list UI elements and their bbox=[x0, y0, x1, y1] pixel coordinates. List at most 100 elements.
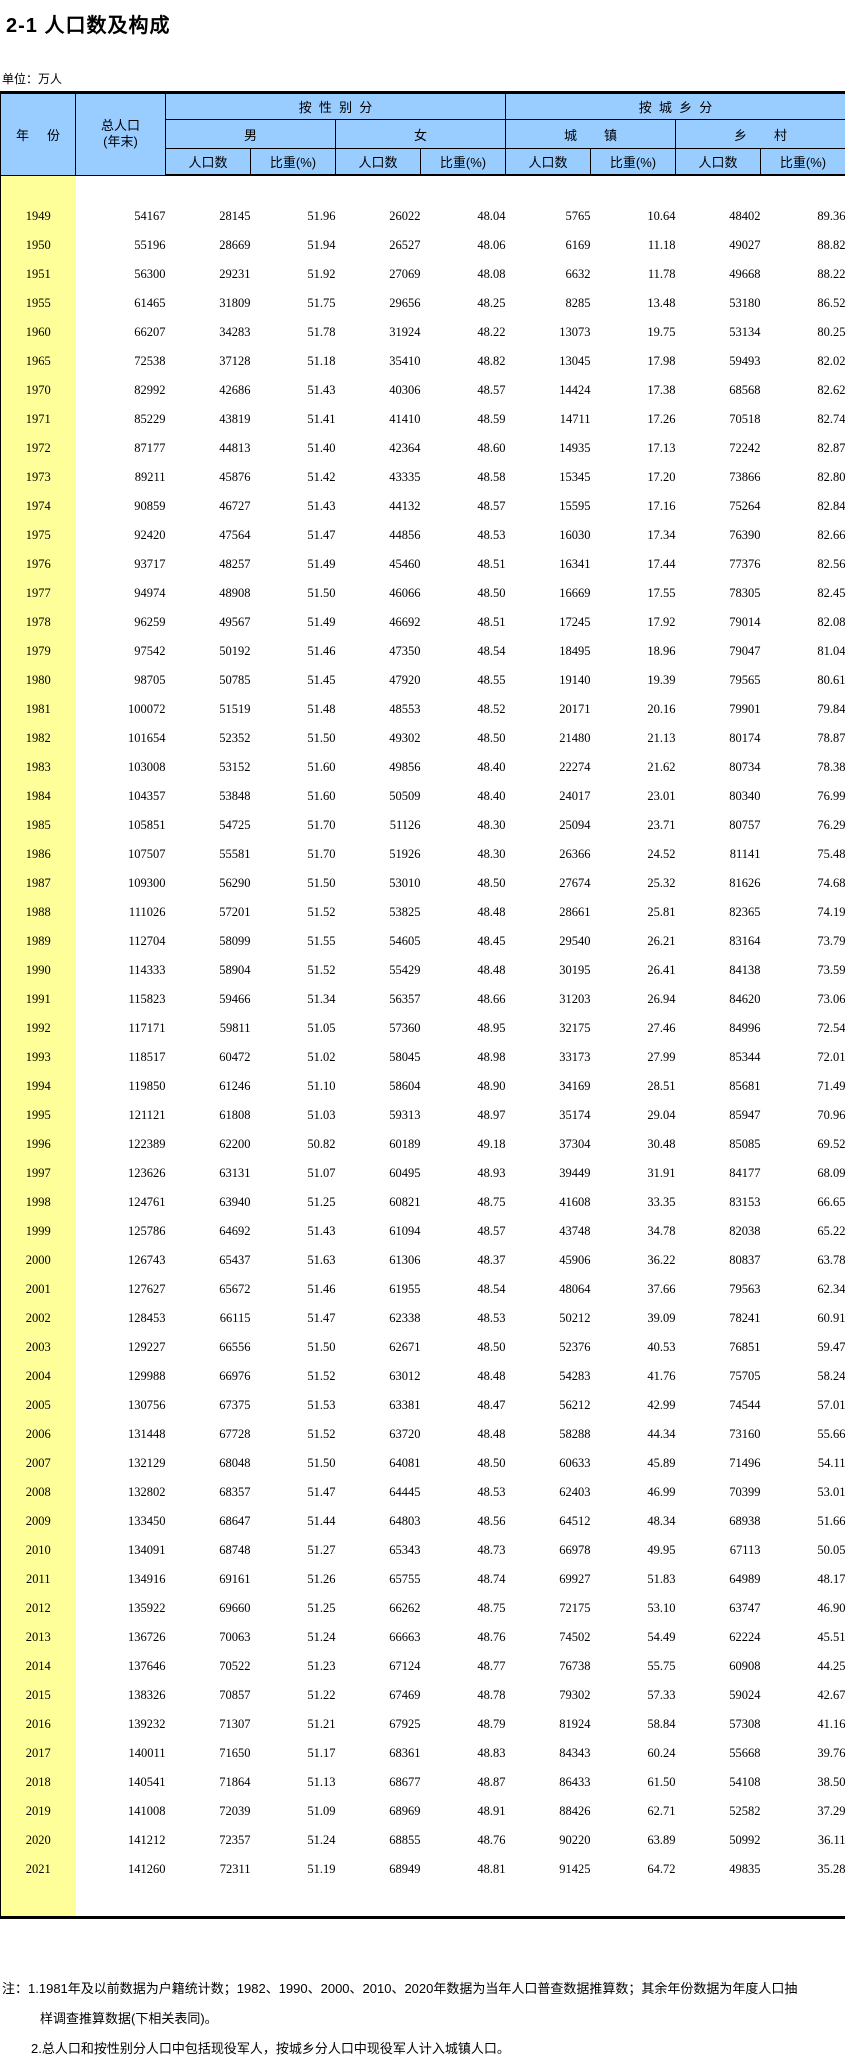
cell-total-pop: 100072 bbox=[76, 695, 166, 724]
cell-year: 1971 bbox=[1, 405, 76, 434]
cell-female-pop: 68361 bbox=[336, 1739, 421, 1768]
cell-year: 1995 bbox=[1, 1101, 76, 1130]
cell-urban-share: 21.62 bbox=[591, 753, 676, 782]
cell-male-share: 51.19 bbox=[251, 1855, 336, 1884]
cell-urban-share: 60.24 bbox=[591, 1739, 676, 1768]
cell-male-pop: 63940 bbox=[166, 1188, 251, 1217]
cell-rural-share: 79.84 bbox=[761, 695, 845, 724]
cell-female-share: 48.57 bbox=[421, 1217, 506, 1246]
cell-total-pop: 96259 bbox=[76, 608, 166, 637]
cell-rural-pop: 83164 bbox=[676, 927, 761, 956]
cell-male-share: 51.52 bbox=[251, 956, 336, 985]
header-female: 女 bbox=[336, 120, 506, 149]
cell-urban-share: 46.99 bbox=[591, 1478, 676, 1507]
cell-urban-share: 62.71 bbox=[591, 1797, 676, 1826]
cell-urban-pop: 20171 bbox=[506, 695, 591, 724]
cell-urban-pop: 26366 bbox=[506, 840, 591, 869]
cell-rural-share: 86.52 bbox=[761, 289, 845, 318]
cell-rural-share: 50.05 bbox=[761, 1536, 845, 1565]
cell-year: 1970 bbox=[1, 376, 76, 405]
footnote-2: 2.总人口和按性别分人口中包括现役军人，按城乡分人口中现役军人计入城镇人口。 bbox=[2, 2034, 845, 2064]
cell-urban-pop: 13045 bbox=[506, 347, 591, 376]
cell-year: 1991 bbox=[1, 985, 76, 1014]
cell-rural-pop: 73866 bbox=[676, 463, 761, 492]
cell-urban-pop: 22274 bbox=[506, 753, 591, 782]
cell-female-share: 48.58 bbox=[421, 463, 506, 492]
cell-female-share: 48.95 bbox=[421, 1014, 506, 1043]
cell-urban-share: 25.81 bbox=[591, 898, 676, 927]
cell-total-pop: 119850 bbox=[76, 1072, 166, 1101]
cell-rural-pop: 82038 bbox=[676, 1217, 761, 1246]
cell-female-pop: 63720 bbox=[336, 1420, 421, 1449]
cell-urban-pop: 39449 bbox=[506, 1159, 591, 1188]
cell-rural-pop: 70518 bbox=[676, 405, 761, 434]
cell-rural-share: 88.22 bbox=[761, 260, 845, 289]
cell-female-share: 48.53 bbox=[421, 1304, 506, 1333]
cell-male-pop: 66976 bbox=[166, 1362, 251, 1391]
cell-rural-share: 82.84 bbox=[761, 492, 845, 521]
cell-total-pop: 105851 bbox=[76, 811, 166, 840]
cell-female-pop: 60495 bbox=[336, 1159, 421, 1188]
cell-male-share: 51.49 bbox=[251, 608, 336, 637]
cell-year: 1990 bbox=[1, 956, 76, 985]
cell-male-share: 51.05 bbox=[251, 1014, 336, 1043]
cell-female-pop: 44132 bbox=[336, 492, 421, 521]
cell-female-pop: 45460 bbox=[336, 550, 421, 579]
unit-label: 单位：万人 bbox=[0, 38, 845, 91]
cell-rural-pop: 75705 bbox=[676, 1362, 761, 1391]
cell-total-pop: 112704 bbox=[76, 927, 166, 956]
cell-male-share: 51.22 bbox=[251, 1681, 336, 1710]
cell-total-pop: 98705 bbox=[76, 666, 166, 695]
cell-male-pop: 61808 bbox=[166, 1101, 251, 1130]
cell-male-share: 51.25 bbox=[251, 1594, 336, 1623]
cell-female-pop: 51126 bbox=[336, 811, 421, 840]
cell-male-share: 51.13 bbox=[251, 1768, 336, 1797]
cell-female-pop: 49302 bbox=[336, 724, 421, 753]
cell-urban-pop: 32175 bbox=[506, 1014, 591, 1043]
cell-total-pop: 85229 bbox=[76, 405, 166, 434]
cell-female-share: 48.37 bbox=[421, 1246, 506, 1275]
cell-rural-pop: 72242 bbox=[676, 434, 761, 463]
cell-female-pop: 43335 bbox=[336, 463, 421, 492]
cell-total-pop: 136726 bbox=[76, 1623, 166, 1652]
cell-total-pop: 55196 bbox=[76, 231, 166, 260]
cell-rural-share: 75.48 bbox=[761, 840, 845, 869]
header-by-urban-rural: 按城乡分 bbox=[506, 93, 845, 120]
cell-male-share: 51.96 bbox=[251, 202, 336, 231]
cell-rural-pop: 84138 bbox=[676, 956, 761, 985]
cell-year: 1972 bbox=[1, 434, 76, 463]
cell-year: 2014 bbox=[1, 1652, 76, 1681]
cell-female-share: 48.54 bbox=[421, 1275, 506, 1304]
cell-year: 1980 bbox=[1, 666, 76, 695]
cell-male-share: 51.50 bbox=[251, 1449, 336, 1478]
cell-total-pop: 109300 bbox=[76, 869, 166, 898]
cell-rural-share: 82.87 bbox=[761, 434, 845, 463]
header-total-line2: (年末) bbox=[76, 134, 165, 150]
cell-female-pop: 26022 bbox=[336, 202, 421, 231]
cell-rural-pop: 84620 bbox=[676, 985, 761, 1014]
cell-male-pop: 68048 bbox=[166, 1449, 251, 1478]
cell-female-share: 48.48 bbox=[421, 1362, 506, 1391]
cell-female-share: 48.48 bbox=[421, 898, 506, 927]
cell-year: 2008 bbox=[1, 1478, 76, 1507]
cell-year: 2009 bbox=[1, 1507, 76, 1536]
cell-female-pop: 29656 bbox=[336, 289, 421, 318]
cell-female-share: 48.60 bbox=[421, 434, 506, 463]
cell-urban-share: 10.64 bbox=[591, 202, 676, 231]
